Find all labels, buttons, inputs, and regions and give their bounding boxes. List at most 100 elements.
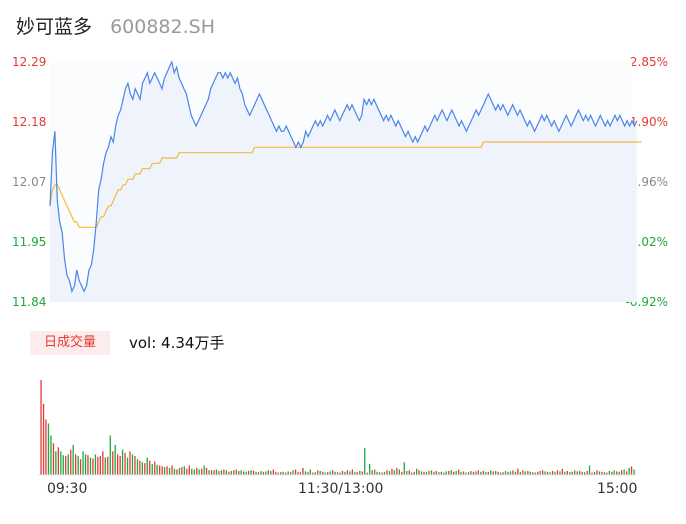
volume-bar (99, 456, 101, 475)
volume-bar (176, 469, 178, 475)
volume-bar (403, 462, 405, 475)
volume-bar (453, 471, 455, 475)
volume-bar (201, 468, 203, 475)
volume-bar (205, 467, 208, 475)
volume-bar (339, 472, 341, 475)
volume-bar (250, 470, 252, 476)
volume-bar (601, 471, 603, 475)
volume-bar (623, 469, 625, 475)
volume-bar (502, 472, 504, 475)
volume-bar (245, 471, 247, 475)
volume-bar (260, 471, 262, 475)
volume-bar (519, 471, 521, 475)
volume-bar (225, 470, 227, 476)
volume-bar (114, 444, 116, 475)
volume-bar (465, 472, 467, 475)
volume-badge[interactable]: 日成交量 (30, 331, 110, 355)
volume-bar (344, 471, 346, 475)
volume-bar (440, 471, 442, 475)
volume-bar (371, 470, 373, 476)
volume-bar (146, 457, 148, 475)
volume-bar (398, 469, 400, 475)
volume-bar (60, 451, 62, 476)
volume-bar (336, 472, 339, 475)
volume-bar (112, 451, 114, 476)
volume-bars (40, 380, 635, 476)
volume-bar (591, 472, 593, 475)
volume-bar (527, 471, 529, 475)
volume-bar (401, 471, 403, 475)
price-line (49, 60, 638, 294)
volume-bar (467, 472, 470, 475)
volume-bar (574, 470, 576, 476)
volume-bar (265, 471, 267, 475)
volume-bar (144, 463, 146, 475)
volume-bar (334, 471, 336, 475)
volume-bar (136, 459, 139, 475)
volume-bar (349, 471, 351, 475)
volume-bar (445, 471, 447, 475)
volume-bar (314, 472, 316, 475)
y-tick-left-2: 12.07 (12, 175, 47, 189)
volume-bar (576, 471, 578, 475)
y-tick-right-2: 0.96% (629, 175, 668, 189)
volume-bar (102, 451, 104, 476)
volume-bar (487, 471, 489, 475)
volume-bar (438, 472, 440, 475)
volume-bar (588, 465, 591, 475)
volume-bar (186, 468, 188, 475)
volume-bar (425, 472, 428, 475)
volume-bar (477, 470, 479, 476)
volume-bar (255, 471, 257, 475)
volume-bar (475, 471, 477, 475)
volume-bar (480, 471, 482, 475)
volume-bar (524, 471, 526, 475)
volume-bar (243, 471, 245, 475)
volume-bar (327, 472, 329, 475)
price-area (50, 62, 637, 302)
volume-bar (183, 466, 185, 475)
volume-bar (364, 448, 366, 475)
volume-bar (77, 456, 79, 475)
volume-bar (304, 471, 307, 475)
stock-header: 妙可蓝多 600882.SH (16, 12, 215, 39)
y-tick-left-0: 12.29 (12, 55, 47, 69)
y-tick-left-1: 12.18 (12, 115, 47, 129)
volume-bar (42, 403, 45, 476)
volume-bar (388, 471, 391, 475)
volume-bar (346, 470, 349, 476)
volume-bar (462, 471, 465, 475)
volume-bar (341, 471, 344, 475)
volume-bar (564, 471, 566, 475)
volume-bar (324, 472, 326, 475)
volume-bar (482, 471, 484, 475)
average-price-line (49, 141, 642, 228)
volume-bar (220, 470, 223, 476)
volume-bar (178, 467, 181, 475)
volume-bar (549, 472, 551, 475)
volume-bar (252, 470, 255, 475)
volume-bar (280, 472, 282, 475)
volume-bar (47, 423, 50, 475)
volume-bar (621, 470, 623, 476)
volume-bar (406, 471, 408, 475)
volume-bar (210, 470, 213, 476)
volume-bar (329, 471, 331, 475)
volume-bar (248, 471, 250, 475)
volume-bar (196, 467, 198, 475)
volume-bar (606, 472, 608, 475)
volume-bar (603, 472, 606, 475)
volume-bar (235, 469, 237, 475)
volume-bar (616, 471, 618, 475)
volume-bar (292, 470, 294, 476)
volume-bar (381, 472, 383, 475)
volume-bar (87, 455, 89, 475)
volume-bar (208, 470, 210, 476)
volume-bar (551, 471, 554, 475)
volume-bar (472, 471, 475, 475)
volume-bar (141, 462, 143, 475)
volume-bar (361, 471, 363, 475)
volume-bar (72, 444, 74, 475)
volume-bar (267, 470, 269, 476)
volume-total: vol: 4.34万手 (129, 334, 225, 352)
